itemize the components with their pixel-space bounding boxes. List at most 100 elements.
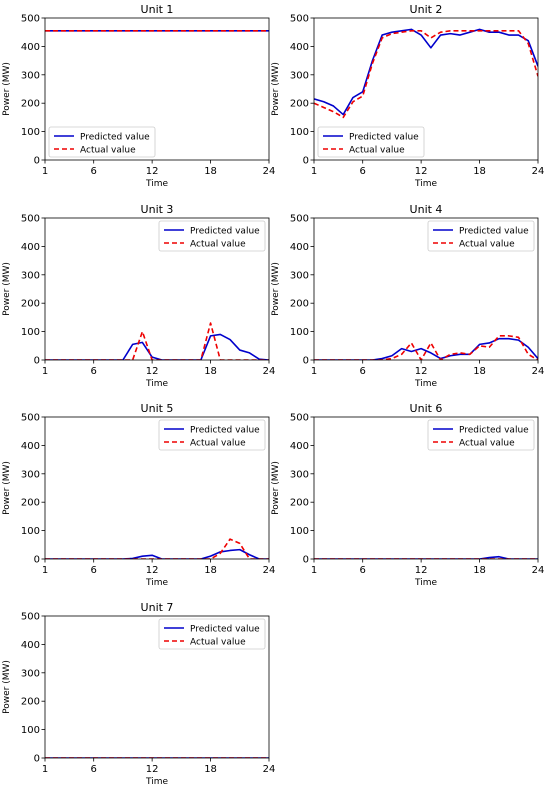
y-tick-label: 200 [290, 498, 309, 509]
legend-box [427, 419, 535, 451]
legend-predicted-label: Predicted value [190, 625, 260, 635]
y-axis-label: Power (MW) [2, 62, 12, 116]
legend: Predicted value Actual value [158, 419, 266, 451]
y-tick-label: 100 [21, 526, 40, 537]
actual-series-line [45, 538, 269, 559]
y-tick-label: 400 [290, 441, 309, 452]
subplot-unit-7: Unit 7 0 100 200 300 400 500 1 6 12 18 24 Time Power … [2, 601, 275, 787]
actual-series-line [45, 322, 269, 360]
y-tick-label: 500 [21, 14, 40, 25]
legend-actual-label: Actual value [190, 439, 246, 449]
x-tick-label: 24 [263, 166, 276, 177]
x-tick-label: 1 [42, 565, 48, 576]
y-axis-label: Power (MW) [271, 262, 281, 316]
y-tick-label: 500 [21, 214, 40, 225]
plot-frame [313, 17, 539, 161]
legend-box [48, 126, 156, 158]
legend-actual-label: Actual value [459, 439, 515, 449]
legend: Predicted value Actual value [427, 220, 535, 252]
y-axis-label: Power (MW) [2, 262, 12, 316]
x-tick-label: 24 [532, 166, 545, 177]
y-tick-label: 400 [21, 441, 40, 452]
x-tick-label: 12 [146, 764, 159, 775]
predicted-series-line [314, 337, 538, 360]
y-tick-label: 200 [21, 697, 40, 708]
legend-predicted-label: Predicted value [459, 426, 529, 436]
legend-predicted-label: Predicted value [190, 227, 260, 237]
y-tick-label: 400 [290, 242, 309, 253]
legend-actual-label: Actual value [459, 240, 515, 250]
subplot-title: Unit 5 [141, 402, 174, 415]
subplot-title: Unit 1 [141, 3, 174, 16]
y-tick-label: 100 [21, 725, 40, 736]
predicted-series-line [314, 555, 538, 559]
x-tick-label: 24 [263, 565, 276, 576]
legend-actual-label: Actual value [349, 146, 405, 156]
y-tick-label: 100 [290, 526, 309, 537]
x-tick-label: 24 [263, 764, 276, 775]
x-axis-label: Time [145, 777, 168, 787]
x-tick-label: 12 [146, 166, 159, 177]
x-axis-label: Time [145, 578, 168, 588]
x-tick-label: 12 [415, 565, 428, 576]
y-tick-label: 200 [21, 299, 40, 310]
legend-actual-label: Actual value [190, 240, 246, 250]
y-tick-label: 0 [34, 156, 40, 167]
plot-frame [44, 416, 270, 560]
x-tick-label: 1 [42, 764, 48, 775]
x-tick-label: 1 [311, 565, 317, 576]
x-tick-label: 18 [204, 366, 217, 377]
actual-series-line [314, 335, 538, 360]
x-tick-label: 6 [360, 366, 366, 377]
y-tick-label: 100 [21, 327, 40, 338]
legend: Predicted value Actual value [317, 126, 425, 158]
legend: Predicted value Actual value [427, 419, 535, 451]
y-tick-label: 500 [290, 14, 309, 25]
predicted-series-line [314, 28, 538, 116]
x-tick-label: 6 [91, 565, 97, 576]
y-tick-label: 0 [34, 754, 40, 765]
legend-box [158, 220, 266, 252]
y-tick-label: 200 [21, 498, 40, 509]
y-axis-label: Power (MW) [271, 62, 281, 116]
y-tick-label: 0 [303, 356, 309, 367]
x-axis-label: Time [414, 179, 437, 189]
legend-box [158, 419, 266, 451]
plot-frame [313, 217, 539, 361]
x-tick-label: 18 [473, 166, 486, 177]
x-axis-label: Time [145, 179, 168, 189]
y-tick-label: 300 [21, 668, 40, 679]
legend-box [317, 126, 425, 158]
y-tick-label: 300 [21, 270, 40, 281]
legend-predicted-label: Predicted value [190, 426, 260, 436]
x-tick-label: 1 [42, 166, 48, 177]
x-tick-label: 18 [204, 565, 217, 576]
y-tick-label: 300 [290, 469, 309, 480]
y-tick-label: 100 [290, 327, 309, 338]
subplot-unit-3: Unit 3 0 100 200 300 400 500 1 6 12 18 24 Time Power … [2, 203, 275, 389]
x-tick-label: 12 [146, 366, 159, 377]
plot-frame [313, 416, 539, 560]
subplot-title: Unit 3 [141, 203, 174, 216]
y-tick-label: 100 [21, 127, 40, 138]
legend: Predicted value Actual value [158, 618, 266, 650]
legend-predicted-label: Predicted value [80, 133, 150, 143]
legend-predicted-label: Predicted value [349, 133, 419, 143]
x-tick-label: 1 [42, 366, 48, 377]
x-tick-label: 24 [532, 565, 545, 576]
x-axis-label: Time [414, 578, 437, 588]
y-tick-label: 500 [21, 413, 40, 424]
x-tick-label: 12 [146, 565, 159, 576]
y-tick-label: 400 [21, 42, 40, 53]
y-tick-label: 0 [303, 555, 309, 566]
y-axis-label: Power (MW) [2, 660, 12, 714]
y-tick-label: 0 [34, 555, 40, 566]
y-tick-label: 300 [290, 270, 309, 281]
subplot-unit-4: Unit 4 0 100 200 300 400 500 1 6 12 18 24 Time Power … [271, 203, 544, 389]
x-tick-label: 12 [415, 366, 428, 377]
y-tick-label: 400 [21, 242, 40, 253]
subplot-unit-2: Unit 2 0 100 200 300 400 500 1 6 12 18 24 Time Power … [271, 3, 544, 189]
y-tick-label: 400 [290, 42, 309, 53]
plot-frame [44, 217, 270, 361]
